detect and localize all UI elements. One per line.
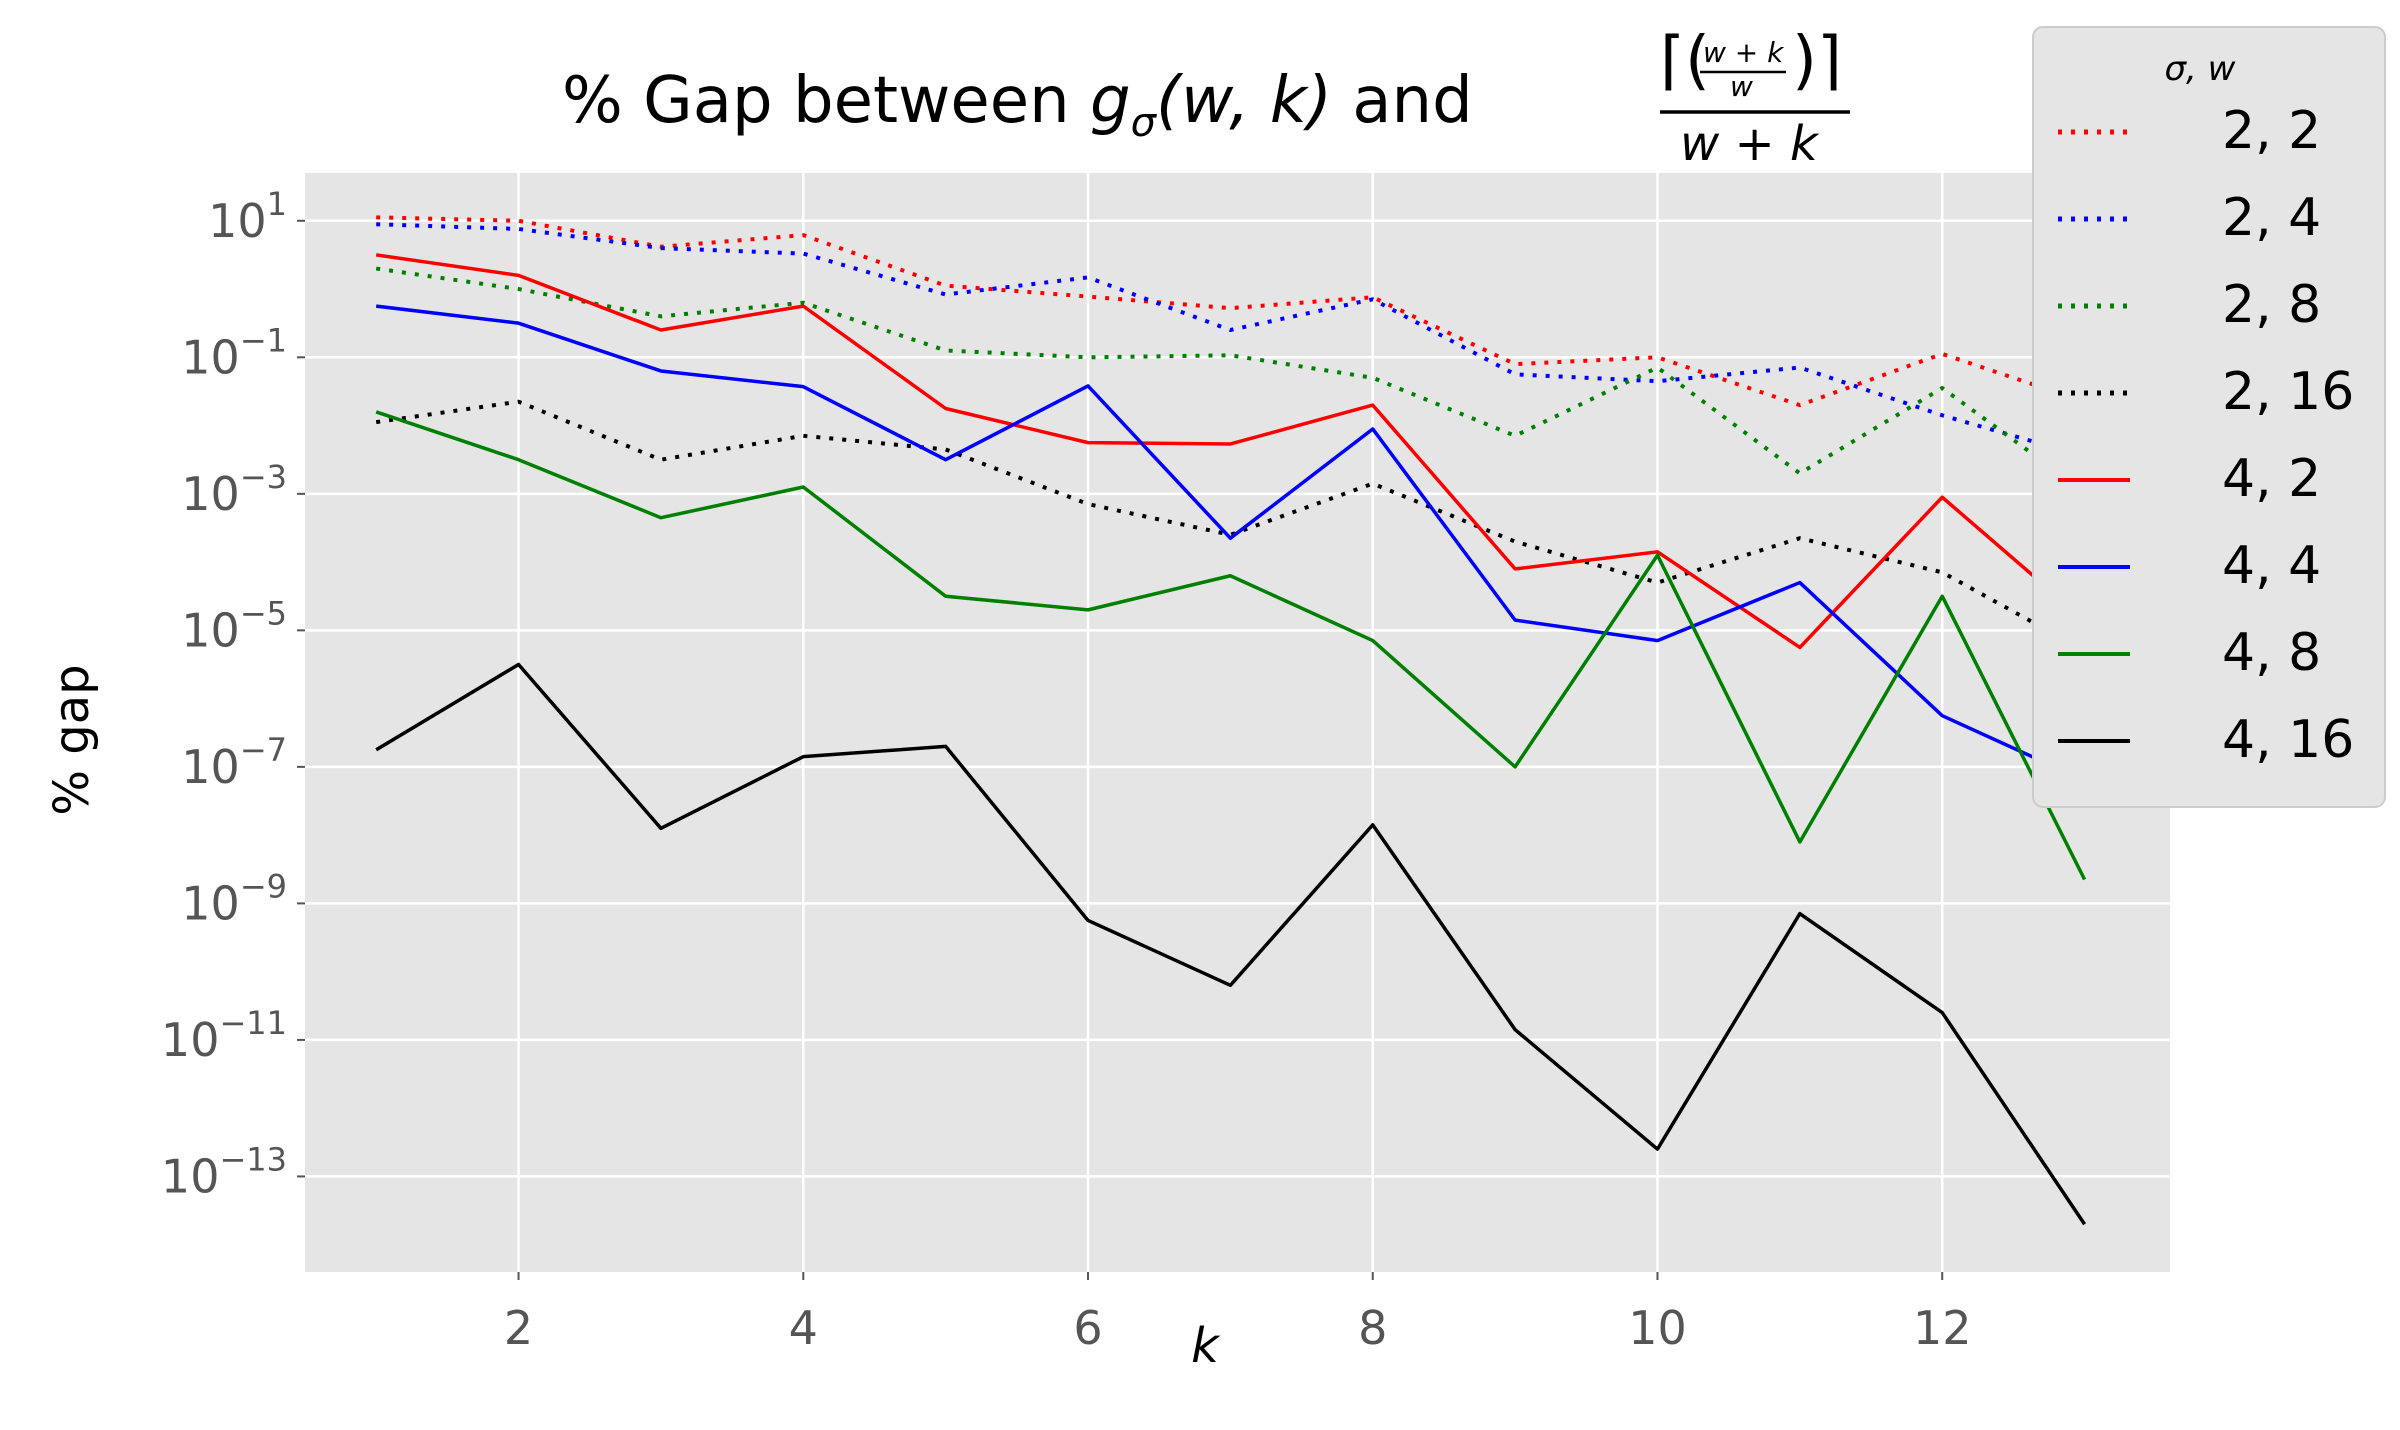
x-axis-label: k (1191, 1318, 1221, 1374)
y-axis-label: % gap (44, 664, 100, 815)
title-frac-den: w + k (1680, 116, 1820, 172)
series-line-4-16 (375, 662, 2087, 1226)
y-tick-label: 10−3 (181, 458, 287, 521)
x-tick-label: 2 (504, 1301, 533, 1355)
legend-label: 2, 16 (2222, 362, 2354, 422)
y-tick-label: 10−5 (181, 594, 287, 657)
series-line-4-4 (375, 304, 2086, 783)
series-line-2-2 (376, 215, 2086, 408)
legend-label: 4, 4 (2222, 536, 2321, 596)
title-frac-open: ⌈( (1660, 24, 1710, 98)
title-prefix: % Gap between (562, 64, 1090, 138)
legend-label: 4, 8 (2222, 623, 2321, 683)
title-and: and (1332, 64, 1473, 138)
axis-ticks: 2 4 6 8 10 12 101 10−1 10−3 10−5 10−7 10−9 10−11 10−1… (161, 185, 1972, 1355)
title-g: g (1090, 64, 1131, 138)
legend-label: 2, 4 (2222, 188, 2321, 248)
series-line-4-2 (375, 253, 2086, 650)
series-line-4-8 (375, 410, 2087, 881)
grid-lines (305, 173, 2170, 1272)
series-lines (375, 215, 2087, 1226)
legend-label: 2, 2 (2222, 101, 2321, 161)
y-tick-label: 101 (208, 185, 287, 248)
legend-box (2032, 26, 2386, 808)
title-args: (w, k) (1156, 64, 1332, 138)
title-frac-close: )⌉ (1792, 24, 1842, 98)
legend: σ, w 2, 2 2, 4 2, 8 2, 16 4, 2 4, 4 4, 8 4, 16 (2032, 26, 2386, 808)
y-tick-label: 10−11 (161, 1004, 287, 1067)
y-tick-label: 10−1 (181, 321, 287, 384)
y-tick-label: 10−7 (181, 731, 287, 794)
legend-title: σ, w (2165, 49, 2236, 89)
svg-text:% Gap between gσ(w, k) and: % Gap between gσ(w, k) and (562, 64, 1473, 146)
series-line-2-4 (376, 222, 2086, 459)
title-frac-inner-num: w + k (1703, 36, 1785, 69)
x-tick-label: 4 (789, 1301, 818, 1355)
plot-area (305, 173, 2170, 1272)
x-tick-label: 8 (1358, 1301, 1387, 1355)
title-sigma: σ (1131, 100, 1158, 146)
series-line-2-8 (375, 266, 2086, 494)
chart-title: % Gap between gσ(w, k) and ⌈( w + k w )⌉… (562, 24, 1850, 172)
legend-label: 4, 16 (2222, 710, 2354, 770)
x-tick-label: 10 (1628, 1301, 1687, 1355)
x-tick-label: 6 (1073, 1301, 1102, 1355)
legend-label: 2, 8 (2222, 275, 2321, 335)
title-frac-inner-den: w (1730, 70, 1753, 103)
y-tick-label: 10−9 (181, 867, 287, 930)
series-line-2-16 (375, 399, 2086, 653)
y-tick-label: 10−13 (161, 1140, 287, 1203)
x-tick-label: 12 (1913, 1301, 1972, 1355)
legend-label: 4, 2 (2222, 449, 2321, 509)
